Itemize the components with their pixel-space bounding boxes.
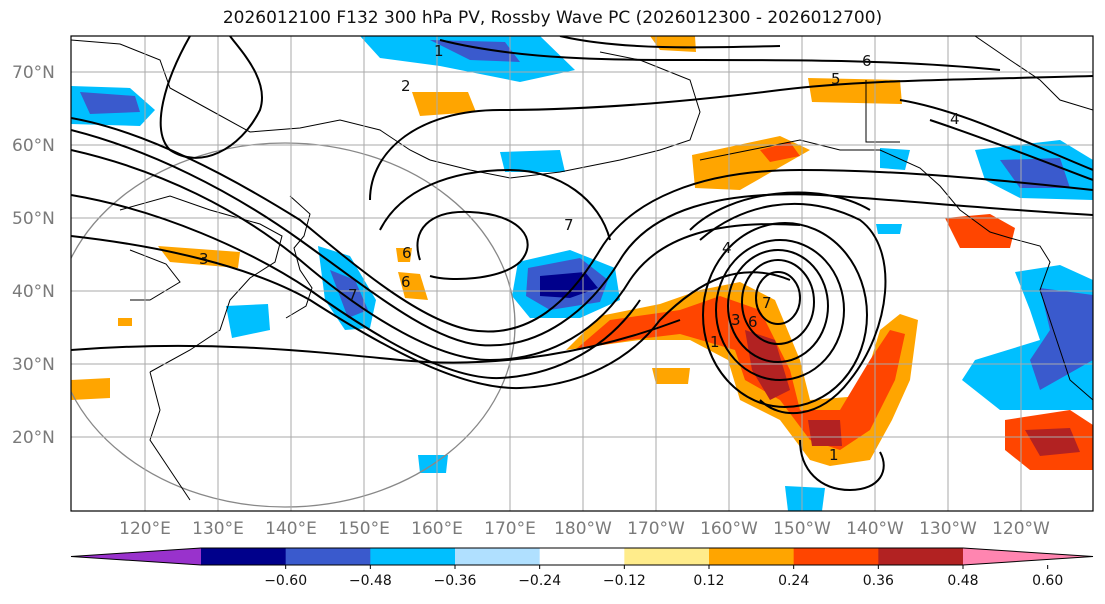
colorbar-tick-label: −0.12 [603, 573, 646, 589]
contour-label: 6 [401, 273, 411, 291]
colorbar-tick-label: −0.24 [518, 573, 561, 589]
colorbar-segment [793, 548, 879, 565]
lon-label: 140°E [265, 519, 317, 539]
contour-label: 2 [401, 77, 411, 95]
contour-label: 5 [831, 70, 841, 88]
contour-label: 7 [348, 286, 358, 304]
colorbar-segment [539, 548, 625, 565]
lon-label: 180°W [554, 519, 612, 539]
lon-label: 150°E [338, 519, 390, 539]
lon-label: 140°W [846, 519, 904, 539]
colorbar-outline [70, 547, 1094, 566]
colorbar-tick-label: 0.60 [1032, 573, 1063, 589]
colorbar-tick-label: 0.24 [778, 573, 809, 589]
gridlines [71, 36, 1093, 511]
lon-label: 170°E [484, 519, 536, 539]
lon-label: 130°E [192, 519, 244, 539]
contour-label: 3 [731, 311, 741, 329]
lon-label: 130°W [919, 519, 977, 539]
contour-label: 1 [434, 42, 444, 60]
lon-label: 160°W [700, 519, 758, 539]
colorbar-segment [455, 548, 541, 565]
colorbar-tick-label: −0.60 [264, 573, 307, 589]
contour-label: 1 [710, 333, 720, 351]
latitude-labels: 70°N 60°N 50°N 40°N 30°N 20°N [12, 63, 55, 448]
pv-contours [71, 36, 1093, 492]
lat-label: 30°N [12, 355, 55, 375]
colorbar-tick-label: −0.48 [349, 573, 392, 589]
longitude-labels: 120°E 130°E 140°E 150°E 160°E 170°E 180°… [119, 519, 1050, 539]
lon-label: 120°W [992, 519, 1050, 539]
colorbar-segment [624, 548, 710, 565]
map-frame [70, 35, 1094, 512]
colorbar-extend-high [963, 548, 1093, 565]
lat-label: 40°N [12, 282, 55, 302]
colorbar-segment [201, 548, 287, 565]
map-title: 2026012100 F132 300 hPa PV, Rossby Wave … [222, 8, 883, 28]
colorbar-tick-label: 0.48 [947, 573, 978, 589]
lon-label: 120°E [119, 519, 171, 539]
colorbar-segment [370, 548, 456, 565]
range-circle [71, 142, 516, 508]
contour-label: 4 [950, 110, 960, 128]
colorbar-tick-label: 0.12 [693, 573, 724, 589]
lat-label: 20°N [12, 428, 55, 448]
lon-label: 170°W [627, 519, 685, 539]
colorbar-tick-label: 0.36 [863, 573, 894, 589]
contour-label: 1 [829, 446, 839, 464]
pv-anomaly-shading [71, 36, 1093, 511]
contour-label: 3 [199, 250, 209, 268]
contour-label: 7 [564, 216, 574, 234]
lat-label: 50°N [12, 209, 55, 229]
lon-label: 160°E [411, 519, 463, 539]
colorbar-segment [285, 548, 371, 565]
contour-label: 4 [722, 239, 732, 257]
contour-label: 6 [402, 244, 412, 262]
contour-label-group: 1 2 6 5 4 3 6 7 4 6 7 3 6 7 1 1 [199, 42, 960, 464]
lat-label: 70°N [12, 63, 55, 83]
lon-label: 150°W [773, 519, 831, 539]
colorbar-segment [878, 548, 964, 565]
colorbar: −0.60 −0.48 −0.36 −0.24 −0.12 0.12 0.24 0.36 0.4… [70, 547, 1094, 589]
lat-label: 60°N [12, 136, 55, 156]
contour-label: 6 [862, 52, 872, 70]
colorbar-segment [709, 548, 795, 565]
contour-label: 7 [762, 294, 772, 312]
colorbar-extend-low [71, 548, 201, 565]
contour-label: 6 [748, 313, 758, 331]
colorbar-tick-label: −0.36 [434, 573, 477, 589]
